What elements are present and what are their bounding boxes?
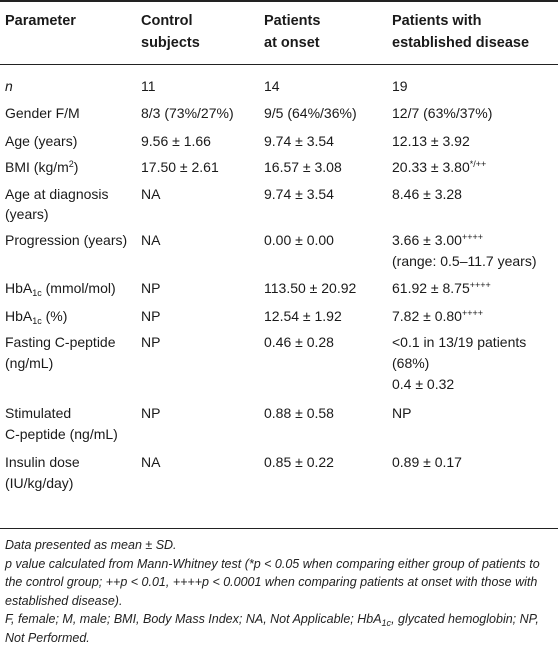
header-established-line2: established disease <box>392 35 530 51</box>
cell-fasting-cpep-established-line3: 0.4 ± 0.32 <box>392 376 455 392</box>
cell-insulin-established: 0.89 ± 0.17 <box>392 454 462 470</box>
cell-hba1c-pct-established: 7.82 ± 0.80++++ <box>392 308 483 324</box>
cell-gender-onset: 9/5 (64%/36%) <box>264 105 357 121</box>
row-label-age: Age (years) <box>5 133 78 149</box>
header-control-line2: subjects <box>141 35 200 51</box>
cell-age-established: 12.13 ± 3.92 <box>392 133 470 149</box>
cell-hba1c-mmol-established: 61.92 ± 8.75++++ <box>392 280 491 296</box>
row-label-hba1c-pct: HbA1c (%) <box>5 308 68 326</box>
cell-hba1c-mmol-control: NP <box>141 280 161 296</box>
header-rule <box>0 64 558 65</box>
table-bottom-rule <box>0 528 558 529</box>
cell-insulin-control: NA <box>141 454 161 470</box>
cell-progression-established: 3.66 ± 3.00++++ <box>392 232 483 248</box>
cell-agedx-established: 8.46 ± 3.28 <box>392 186 462 202</box>
cell-age-onset: 9.74 ± 3.54 <box>264 133 334 149</box>
table-footnotes: Data presented as mean ± SD. p value cal… <box>5 536 553 648</box>
cell-n-onset: 14 <box>264 78 280 94</box>
cell-progression-control: NA <box>141 232 161 248</box>
cell-n-control: 11 <box>141 78 156 94</box>
cell-fasting-cpep-established-line1: <0.1 in 13/19 patients <box>392 334 527 350</box>
footnote-pvalue: p value calculated from Mann-Whitney tes… <box>5 556 540 608</box>
header-parameter: Parameter <box>5 13 76 29</box>
row-label-fasting-cpeptide-line1: Fasting C-peptide <box>5 334 116 350</box>
cell-fasting-cpep-control: NP <box>141 334 161 350</box>
cell-insulin-onset: 0.85 ± 0.22 <box>264 454 334 470</box>
cell-progression-onset: 0.00 ± 0.00 <box>264 232 334 248</box>
cell-stim-cpep-established: NP <box>392 405 412 421</box>
cell-stim-cpep-control: NP <box>141 405 161 421</box>
cell-hba1c-pct-onset: 12.54 ± 1.92 <box>264 308 342 324</box>
cell-bmi-control: 17.50 ± 2.61 <box>141 159 219 175</box>
row-label-n: n <box>5 78 13 94</box>
cell-bmi-onset: 16.57 ± 3.08 <box>264 159 342 175</box>
row-label-age-diagnosis-line1: Age at diagnosis <box>5 186 109 202</box>
cell-fasting-cpep-onset: 0.46 ± 0.28 <box>264 334 334 350</box>
cell-hba1c-pct-control: NP <box>141 308 161 324</box>
header-control-line1: Control <box>141 13 193 29</box>
row-label-insulin-line2: (IU/kg/day) <box>5 475 74 491</box>
table-top-rule <box>0 0 558 2</box>
cell-hba1c-mmol-onset: 113.50 ± 20.92 <box>264 280 357 296</box>
header-established-line1: Patients with <box>392 13 482 29</box>
cell-agedx-control: NA <box>141 186 161 202</box>
footnote-data-presented: Data presented as mean ± SD. <box>5 538 177 552</box>
cell-stim-cpep-onset: 0.88 ± 0.58 <box>264 405 334 421</box>
cell-agedx-onset: 9.74 ± 3.54 <box>264 186 334 202</box>
header-onset-line2: at onset <box>264 35 320 51</box>
row-label-insulin-line1: Insulin dose <box>5 454 80 470</box>
row-label-age-diagnosis-line2: (years) <box>5 206 49 222</box>
cell-gender-established: 12/7 (63%/37%) <box>392 105 493 121</box>
header-onset-line1: Patients <box>264 13 321 29</box>
cell-fasting-cpep-established-line2: (68%) <box>392 355 430 371</box>
cell-age-control: 9.56 ± 1.66 <box>141 133 211 149</box>
row-label-fasting-cpeptide-line2: (ng/mL) <box>5 355 54 371</box>
row-label-stim-cpeptide-line1: Stimulated <box>5 405 72 421</box>
cell-progression-range: (range: 0.5–11.7 years) <box>392 253 537 269</box>
cell-bmi-established: 20.33 ± 3.80*/++ <box>392 159 487 175</box>
row-label-progression: Progression (years) <box>5 232 128 248</box>
row-label-hba1c-mmol: HbA1c (mmol/mol) <box>5 280 116 298</box>
cell-n-established: 19 <box>392 78 408 94</box>
row-label-bmi: BMI (kg/m2) <box>5 159 79 175</box>
row-label-stim-cpeptide-line2: C-peptide (ng/mL) <box>5 426 118 442</box>
row-label-gender: Gender F/M <box>5 105 80 121</box>
cell-gender-control: 8/3 (73%/27%) <box>141 105 234 121</box>
